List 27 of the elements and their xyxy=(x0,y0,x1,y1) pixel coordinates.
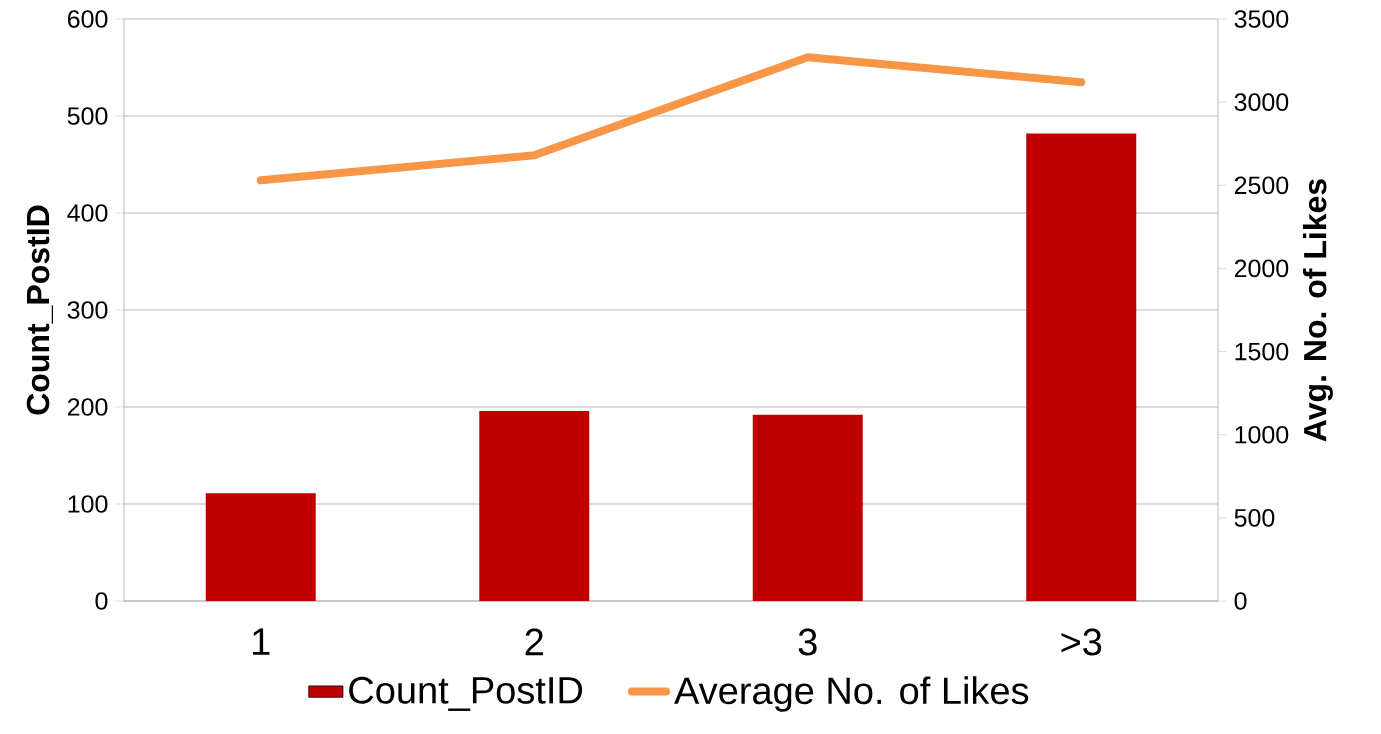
y-tick-label: 100 xyxy=(68,495,108,513)
y2-tick-label: 1000 xyxy=(1235,425,1289,444)
bar xyxy=(479,410,590,601)
y-tick-label: 200 xyxy=(67,398,108,416)
y2-tick-label: 2500 xyxy=(1234,176,1289,195)
bar xyxy=(752,414,863,601)
y2-tick-label: 3000 xyxy=(1234,93,1289,111)
y2-tick-label: 500 xyxy=(1234,509,1275,527)
y-axis-title: Count_PostID xyxy=(26,205,53,415)
y-tick-label: 500 xyxy=(67,107,108,125)
x-tick-label: >3 xyxy=(1061,628,1102,656)
x-tick-label: 1 xyxy=(253,628,270,655)
bar xyxy=(205,493,316,601)
y2-axis-title: Avg. No. of Likes xyxy=(1302,179,1333,442)
y2-tick-label: 2000 xyxy=(1234,259,1289,278)
x-tick-label: 3 xyxy=(798,628,817,656)
y2-tick-label: 3500 xyxy=(1234,10,1289,28)
bar xyxy=(1026,133,1137,601)
y-tick-label: 0 xyxy=(95,592,108,610)
x-tick-label: 2 xyxy=(525,628,543,656)
y-tick-label: 300 xyxy=(67,301,108,319)
y-tick-label: 600 xyxy=(67,10,108,28)
legend-label: Average No. of Likes xyxy=(674,676,1029,712)
legend-label: Count_PostID xyxy=(349,676,583,711)
y-tick-label: 400 xyxy=(67,204,108,222)
y2-tick-label: 0 xyxy=(1234,592,1247,610)
y2-tick-label: 1500 xyxy=(1235,342,1289,361)
